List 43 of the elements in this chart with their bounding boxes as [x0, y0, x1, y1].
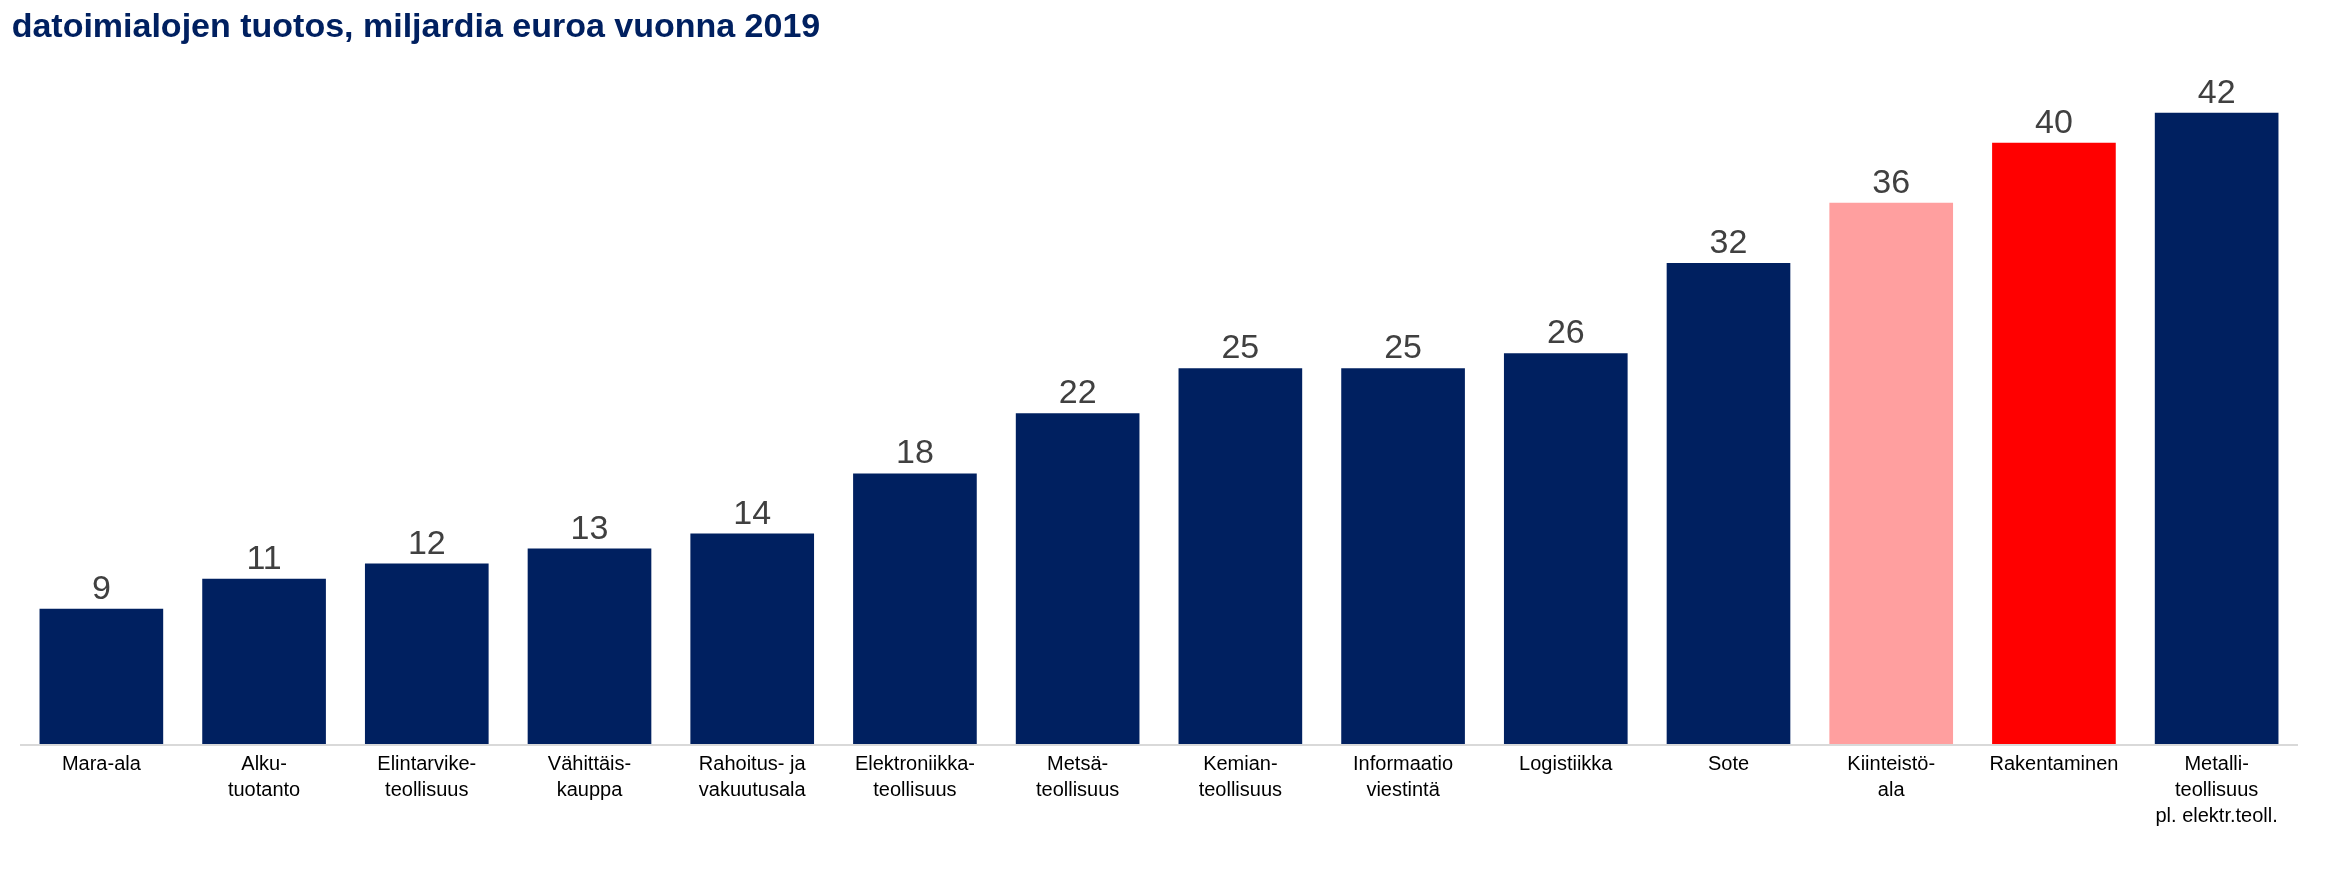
x-tick-label: Mara-ala [61, 752, 142, 774]
data-label: 25 [1221, 327, 1260, 366]
data-label: 36 [1872, 161, 1911, 200]
data-label: 9 [91, 567, 111, 606]
x-tick-label: Informaatio viestintä [1353, 752, 1454, 800]
data-label: 40 [2035, 101, 2073, 140]
x-tick-label: Elintarvike- teollisuus [377, 752, 477, 800]
bar [364, 563, 489, 744]
x-tick-label: Sote [1707, 752, 1750, 774]
bar [1829, 202, 1954, 744]
bar [1503, 353, 1628, 744]
x-tick-label: Alku- tuotanto [227, 752, 301, 800]
x-tick-label: Rahoitus- ja vakuutusala [698, 752, 807, 800]
chart-title: datoimialojen tuotos, miljardia euroa vuonna 2019 [11, 6, 821, 45]
bar [1178, 368, 1303, 744]
x-tick-label: Logistiikka [1519, 752, 1614, 774]
bar [853, 473, 977, 744]
bar [39, 608, 164, 744]
data-label: 32 [1709, 221, 1748, 260]
bar [1666, 262, 1791, 744]
bar [1992, 142, 2116, 744]
data-label: 11 [246, 537, 282, 576]
data-label: 42 [2197, 71, 2236, 110]
x-tick-label: Vähittäis- kauppa [547, 752, 632, 800]
data-label: 26 [1546, 312, 1585, 351]
bar [690, 533, 815, 744]
bar [527, 548, 652, 744]
data-label: 12 [407, 522, 446, 561]
bar [202, 578, 326, 744]
x-tick-label: Metsä- teollisuus [1035, 752, 1120, 800]
bar [1341, 368, 1465, 744]
data-label: 25 [1384, 327, 1422, 366]
data-label: 14 [733, 492, 772, 531]
x-tick-label: Metalli- teollisuus pl. elektr.teoll. [2155, 752, 2278, 826]
data-label: 13 [570, 507, 609, 546]
data-label: 22 [1058, 372, 1097, 411]
data-label: 18 [896, 432, 934, 471]
bar [1015, 413, 1140, 744]
x-tick-label: Kiinteistö- ala [1847, 752, 1936, 800]
x-tick-label: Rakentaminen [1989, 752, 2119, 774]
x-tick-label: Kemian- teollisuus [1198, 752, 1283, 800]
bar [2154, 112, 2279, 744]
x-tick-label: Elektroniikka- teollisuus [854, 752, 975, 800]
